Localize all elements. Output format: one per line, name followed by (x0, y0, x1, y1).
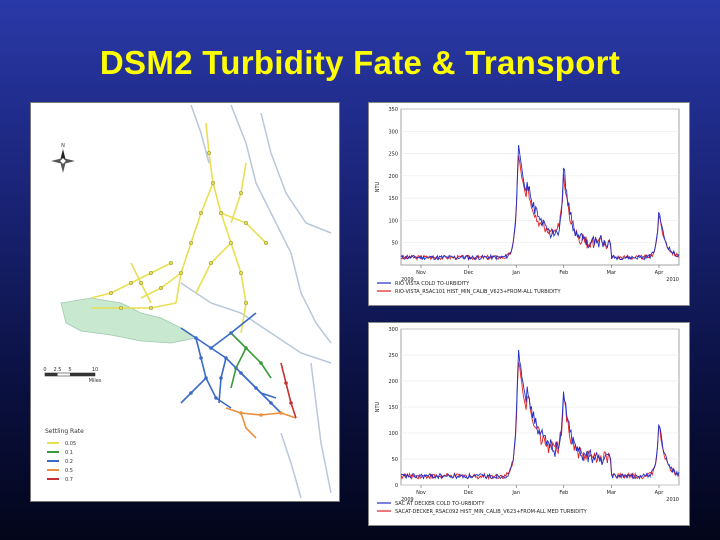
series-line-model (400, 362, 680, 481)
legend-entry-0: SAC AT DECKER COLD TO-URBIDITY (395, 501, 485, 507)
x-tick-label: Feb (559, 490, 568, 496)
x-tick-label: Apr (655, 270, 665, 276)
y-tick-label: 150 (388, 405, 398, 411)
x-end-year: 2010 (666, 497, 679, 503)
legend-label-0: 0.05 (65, 441, 76, 447)
bay-area (60, 297, 198, 344)
y-axis-label: NTU (375, 181, 381, 192)
series-line-model (400, 155, 680, 262)
chart-1-svg: 350 300 250 200 150 100 50 NTU Nov Dec Jan Feb Mar Ap… (375, 107, 680, 295)
y-tick-label: 300 (388, 327, 398, 333)
legend-label-1: 0.1 (65, 450, 73, 456)
x-tick-label: Mar (607, 490, 617, 496)
y-tick-label: 350 (388, 107, 398, 113)
network-red (280, 362, 297, 419)
x-end-year: 2010 (666, 277, 679, 283)
map-graphic: N 0 2.5 5 10 Miles Settling Rate 0.05 0.1… (43, 104, 332, 499)
north-arrow-icon: N (51, 143, 75, 173)
x-tick-label: Jan (511, 270, 520, 276)
network-blue (180, 312, 282, 414)
slide-title: DSM2 Turbidity Fate & Transport (99, 44, 621, 81)
series-line-observed (400, 144, 680, 262)
network-yellow-nodes (108, 150, 269, 311)
scale-label-0: 0 (43, 367, 46, 373)
map-legend: Settling Rate 0.05 0.1 0.2 0.5 0.7 (45, 428, 84, 483)
y-tick-label: 300 (388, 129, 398, 135)
network-blue-nodes (189, 331, 273, 405)
x-tick-label: Nov (416, 270, 426, 276)
network-green (230, 332, 272, 389)
y-tick-label: 200 (388, 379, 398, 385)
y-tick-label: 250 (388, 152, 398, 158)
y-tick-label: 250 (388, 353, 398, 359)
y-tick-label: 50 (392, 457, 398, 463)
x-start-year: 2009 (401, 497, 414, 503)
plot-area (400, 108, 680, 266)
waterways (180, 104, 332, 499)
legend-title: Settling Rate (45, 428, 84, 435)
y-tick-label: 100 (388, 431, 398, 437)
decker-turbidity-chart: 300 250 200 150 100 50 0 NTU Nov Dec Jan Feb Mar Apr 2… (368, 322, 690, 526)
legend-entry-1: SACAT-DECKER_RSAC092 HIST_MIN_CALIB_V623… (395, 509, 588, 515)
scale-unit: Miles (89, 378, 102, 384)
x-tick-label: Dec (464, 490, 474, 496)
rio-vista-turbidity-chart: 350 300 250 200 150 100 50 NTU Nov Dec Jan Feb Mar Ap… (368, 102, 690, 306)
series-line-observed (400, 349, 680, 480)
legend-label-4: 0.7 (65, 477, 73, 483)
y-tick-label: 0 (395, 483, 398, 489)
y-tick-label: 150 (388, 196, 398, 202)
x-tick-label: Mar (607, 270, 617, 276)
legend-entry-1: RIO-VISTA_RSAC101 HIST_MIN_CALIB_V623+FR… (395, 289, 561, 295)
y-tick-label: 100 (388, 218, 398, 224)
scale-bar: 0 2.5 5 10 Miles (43, 367, 101, 384)
y-tick-label: 200 (388, 174, 398, 180)
legend-label-2: 0.2 (65, 459, 73, 465)
network-yellow (90, 122, 267, 334)
network-orange (225, 407, 297, 439)
x-tick-label: Jan (511, 490, 520, 496)
x-tick-label: Dec (464, 270, 474, 276)
x-tick-label: Feb (559, 270, 568, 276)
delta-network-map: N 0 2.5 5 10 Miles Settling Rate 0.05 0.1… (30, 102, 340, 502)
network-orange-nodes (239, 411, 283, 417)
network-red-nodes (284, 381, 293, 405)
x-tick-label: Apr (655, 490, 665, 496)
y-axis-label: NTU (375, 401, 381, 412)
y-tick-label: 50 (392, 241, 398, 247)
scale-label-2: 5 (68, 367, 71, 373)
scale-label-1: 2.5 (54, 367, 62, 373)
legend-label-3: 0.5 (65, 468, 73, 474)
x-tick-label: Nov (416, 490, 426, 496)
north-label: N (61, 143, 65, 149)
legend-entry-0: RIO VISTA COLD TO-URBIDITY (395, 281, 470, 287)
x-start-year: 2009 (401, 277, 414, 283)
scale-label-3: 10 (92, 367, 98, 373)
